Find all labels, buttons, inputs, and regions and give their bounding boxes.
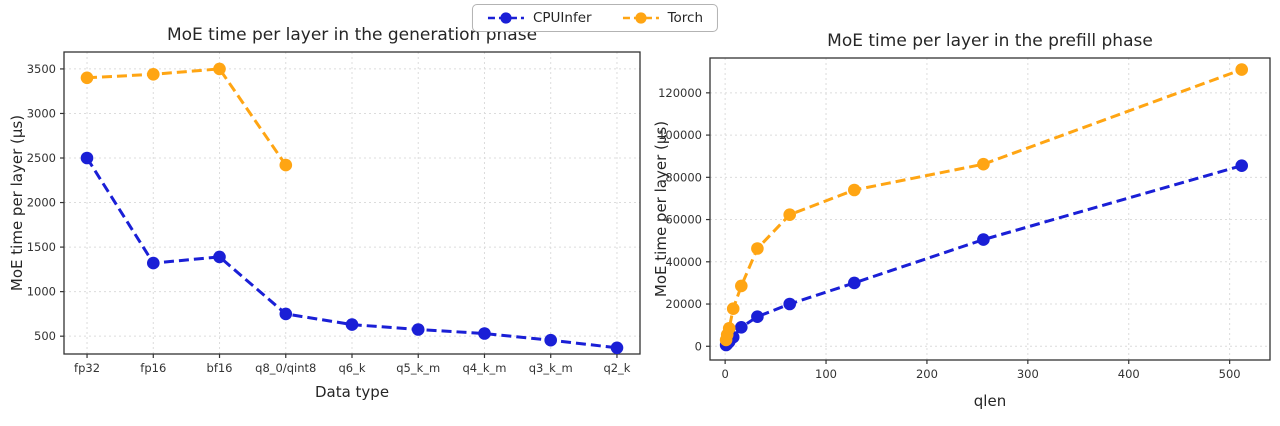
y-tick-label: 0 <box>695 339 702 353</box>
prefill-chart-xlabel: qlen <box>973 392 1007 410</box>
x-tick-label: q3_k_m <box>529 361 573 375</box>
series-line-Torch <box>86 67 288 166</box>
prefill-chart-canvas: 0 100 200 300 400 500 0 20000 40000 60000 80000 100… <box>658 57 1271 381</box>
x-tick-label: 200 <box>916 367 938 381</box>
series-point-CPUInfer <box>735 321 748 334</box>
y-tick-label: 20000 <box>665 297 702 311</box>
x-tick-label: 100 <box>815 367 837 381</box>
y-tick-label: 3500 <box>27 62 56 76</box>
series-point-Torch <box>722 322 736 335</box>
y-tick-label: 60000 <box>665 213 702 227</box>
series-point-CPUInfer <box>80 151 94 165</box>
series-point-CPUInfer <box>478 327 491 340</box>
axes: 0 100 200 300 400 500 0 20000 40000 60000 80000 100… <box>658 57 1271 381</box>
series-point-Torch <box>80 71 94 85</box>
y-tick-label: 80000 <box>665 170 702 184</box>
y-tick-label: 100000 <box>658 128 702 142</box>
y-tick-label: 1000 <box>27 285 56 299</box>
y-tick-label: 2500 <box>27 151 56 165</box>
y-tick-label: 3000 <box>27 106 56 120</box>
series-point-CPUInfer <box>751 310 764 324</box>
x-tick-label: 0 <box>721 367 728 381</box>
axes: fp32 fp16 bf16 q8_0/qint8 q6_k q5_k_m q4_k_m q3… <box>27 51 641 375</box>
y-tick-label: 1500 <box>27 240 56 254</box>
series-CPUInfer <box>80 151 624 355</box>
x-tick-label: q4_k_m <box>462 361 506 375</box>
generation-chart-xlabel: Data type <box>314 383 390 401</box>
y-tick-label: 40000 <box>665 255 702 269</box>
series-point-Torch <box>783 208 796 221</box>
series-line-CPUInfer <box>725 164 1243 347</box>
x-tick-label: q6_k <box>338 361 365 375</box>
grid <box>710 58 1270 360</box>
generation-chart-title: MoE time per layer in the generation pha… <box>166 25 538 45</box>
series-point-CPUInfer <box>411 323 425 336</box>
series-CPUInfer <box>719 159 1248 352</box>
series-point-Torch <box>735 279 748 293</box>
y-tick-label: 120000 <box>658 86 702 100</box>
x-tick-label: fp16 <box>140 361 166 375</box>
series-point-CPUInfer <box>783 297 796 311</box>
generation-chart: MoE time per layer in the generation pha… <box>8 25 641 401</box>
series-Torch <box>719 63 1248 347</box>
series-point-Torch <box>751 242 764 255</box>
series-point-CPUInfer <box>147 256 160 270</box>
series-point-Torch <box>213 62 226 76</box>
prefill-chart-title: MoE time per layer in the prefill phase <box>827 31 1153 51</box>
x-tick-label: q2_k <box>603 361 630 375</box>
generation-chart-canvas: fp32 fp16 bf16 q8_0/qint8 q6_k q5_k_m q4_k_m q3… <box>27 51 641 375</box>
series-point-Torch <box>726 302 740 316</box>
legend-item-label: Torch <box>667 10 704 26</box>
series-point-CPUInfer <box>213 250 226 264</box>
series-point-CPUInfer <box>345 318 359 331</box>
x-tick-label: 300 <box>1017 367 1039 381</box>
legend-marker-icon <box>622 12 659 24</box>
x-tick-label: 400 <box>1118 367 1140 381</box>
x-tick-label: bf16 <box>207 361 233 375</box>
y-tick-label: 2000 <box>27 196 56 210</box>
series-point-CPUInfer <box>610 341 624 355</box>
y-tick-label: 500 <box>34 329 56 343</box>
series-point-CPUInfer <box>544 333 557 347</box>
series-point-CPUInfer <box>279 307 293 321</box>
x-tick-label: q8_0/qint8 <box>255 361 316 375</box>
prefill-chart: MoE time per layer in the prefill phase … <box>648 0 1280 426</box>
grid <box>64 52 640 354</box>
series-point-Torch <box>848 183 861 197</box>
series-point-CPUInfer <box>1235 159 1248 172</box>
series-point-CPUInfer <box>848 276 861 290</box>
series-point-Torch <box>279 158 293 172</box>
series-point-Torch <box>977 157 990 171</box>
legend: CPUInfer Torch <box>471 4 719 32</box>
x-tick-label: q5_k_m <box>396 361 440 375</box>
legend-item-torch: Torch <box>622 10 703 26</box>
x-tick-label: fp32 <box>74 361 100 375</box>
series-point-Torch <box>1235 63 1248 76</box>
series-point-CPUInfer <box>977 233 990 246</box>
legend-marker-icon <box>487 12 524 24</box>
legend-item-label: CPUInfer <box>532 10 592 26</box>
x-tick-label: 500 <box>1219 367 1241 381</box>
series-point-Torch <box>147 68 160 81</box>
legend-item-cpuinfer: CPUInfer <box>487 10 592 26</box>
series-Torch <box>80 62 293 172</box>
